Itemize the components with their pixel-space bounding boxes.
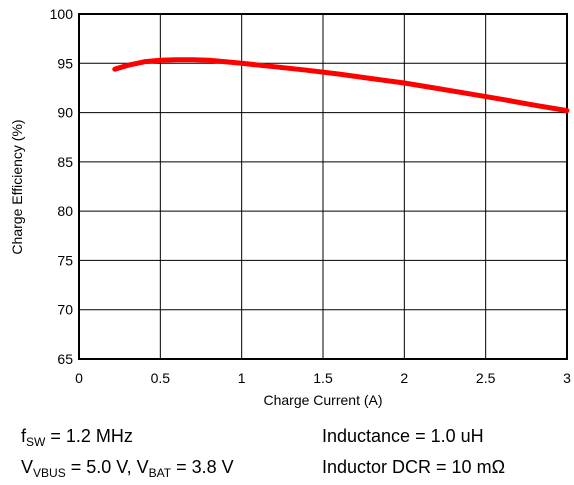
switching-frequency-condition: fSW = 1.2 MHz	[21, 426, 133, 449]
y-tick-labels: 65 70 75 80 85 90 95 100	[50, 6, 74, 367]
x-tick-label: 2	[400, 370, 408, 386]
y-tick-label: 80	[57, 203, 73, 219]
y-tick-label: 75	[57, 252, 73, 268]
efficiency-series-line	[112, 57, 570, 114]
fsw-subscript: SW	[26, 435, 46, 449]
fsw-symbol: f	[21, 426, 27, 446]
vvbus-subscript: VBUS	[33, 466, 66, 480]
x-tick-labels: 0 0.5 1 1.5 2 2.5 3	[75, 370, 571, 386]
y-tick-label: 85	[57, 154, 73, 170]
voltage-condition: VVBUS = 5.0 V, VBAT = 3.8 V	[21, 457, 234, 480]
x-tick-label: 1.5	[313, 370, 333, 386]
vvbus-value: = 5.0 V,	[65, 457, 137, 477]
grid-lines	[79, 14, 567, 359]
x-axis-label: Charge Current (A)	[263, 392, 382, 408]
efficiency-chart: 0 0.5 1 1.5 2 2.5 3 65 70 75 80 85 90 95 100 Charge C…	[9, 6, 571, 408]
plot-frame	[78, 13, 568, 360]
vbat-subscript: BAT	[148, 466, 172, 480]
x-tick-label: 3	[563, 370, 571, 386]
vvbus-symbol: V	[21, 457, 34, 477]
y-axis-label: Charge Efficiency (%)	[9, 119, 25, 254]
x-tick-label: 2.5	[476, 370, 496, 386]
x-tick-label: 1	[238, 370, 246, 386]
y-tick-label: 70	[57, 302, 73, 318]
inductor-dcr-condition: Inductor DCR = 10 mΩ	[322, 457, 506, 477]
fsw-value: = 1.2 MHz	[45, 426, 133, 446]
x-tick-label: 0.5	[151, 370, 171, 386]
y-tick-label: 65	[57, 351, 73, 367]
y-tick-label: 95	[57, 55, 73, 71]
x-tick-label: 0	[75, 370, 83, 386]
inductance-condition: Inductance = 1.0 uH	[322, 426, 484, 446]
y-tick-label: 100	[50, 6, 74, 22]
y-tick-label: 90	[57, 105, 73, 121]
vbat-symbol: V	[136, 457, 149, 477]
vbat-value: = 3.8 V	[171, 457, 234, 477]
